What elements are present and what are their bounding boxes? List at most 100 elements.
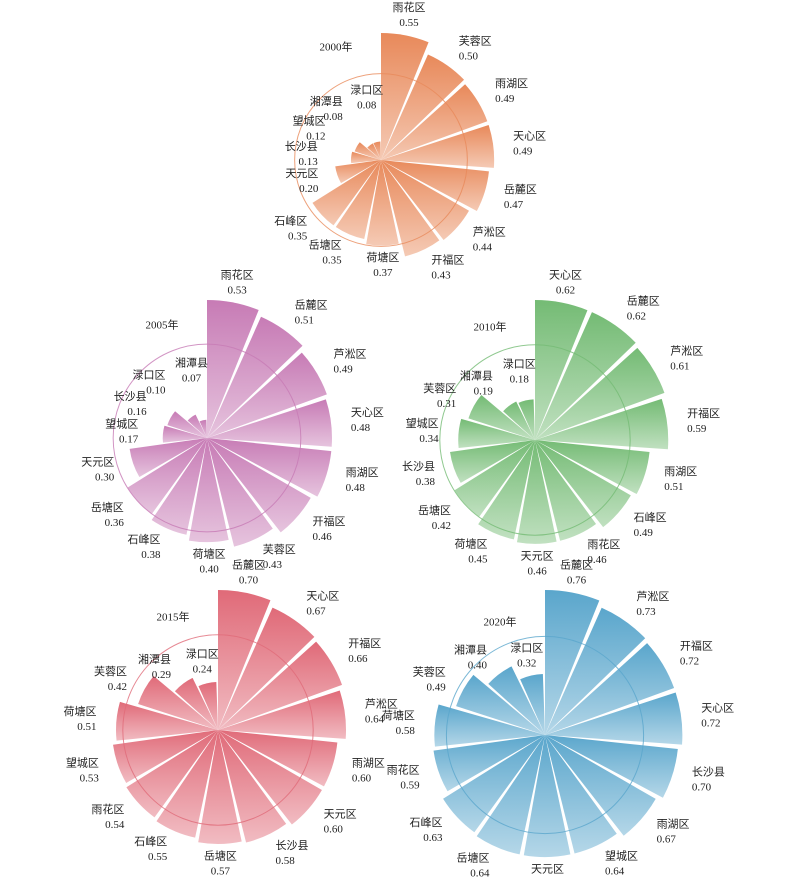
rose-bar — [199, 419, 207, 438]
value-label: 0.08 — [324, 111, 344, 123]
category-label: 长沙县 — [114, 390, 147, 403]
category-label: 天元区 — [81, 456, 114, 468]
value-label: 0.59 — [400, 780, 420, 792]
rose-bar — [174, 677, 218, 730]
category-label: 开福区 — [687, 406, 720, 420]
category-label: 石峰区 — [128, 533, 161, 546]
value-label: 0.44 — [473, 241, 493, 253]
value-label: 0.55 — [148, 851, 168, 863]
value-label: 0.47 — [504, 199, 524, 211]
rose-bar — [218, 590, 271, 730]
value-label: 0.64 — [605, 865, 625, 877]
category-label: 石峰区 — [134, 835, 167, 848]
rose-bar — [207, 438, 273, 547]
rose-bar — [218, 730, 322, 825]
rose-bar — [488, 666, 545, 735]
category-label: 岳麓区 — [504, 183, 537, 196]
category-label: 石峰区 — [409, 816, 442, 829]
rose-bar — [151, 438, 207, 535]
category-label: 岳塘区 — [456, 850, 489, 864]
category-label: 湘潭县 — [460, 369, 493, 383]
rose-bar — [545, 735, 678, 798]
rose-bar — [207, 438, 332, 497]
chart-title: 2020年 — [484, 615, 517, 629]
category-label: 雨花区 — [91, 803, 124, 816]
category-label: 天心区 — [513, 129, 546, 142]
value-label: 0.38 — [141, 549, 161, 561]
rose-bar — [520, 673, 545, 735]
value-label: 0.55 — [399, 17, 419, 29]
category-label: 芦淞区 — [636, 590, 669, 603]
value-label: 0.54 — [105, 819, 125, 831]
chart-title: 2010年 — [474, 320, 507, 334]
rose-bar — [188, 438, 229, 543]
rose-bar — [366, 160, 399, 246]
category-label: 望城区 — [66, 757, 99, 770]
value-label: 0.64 — [470, 867, 490, 879]
rose-bar — [381, 84, 488, 160]
category-label: 雨湖区 — [664, 465, 697, 478]
rose-bar — [113, 730, 218, 783]
value-label: 0.49 — [426, 682, 446, 694]
value-label: 0.38 — [416, 476, 436, 488]
rose-bar — [373, 141, 381, 160]
category-label: 荷塘区 — [366, 250, 399, 264]
value-label: 0.72 — [680, 655, 699, 667]
category-label: 开福区 — [431, 253, 464, 267]
value-label: 0.49 — [513, 145, 533, 157]
value-label: 0.12 — [306, 131, 325, 143]
rose-bar — [468, 395, 535, 440]
value-label: 0.19 — [474, 386, 494, 398]
rose-bar — [335, 160, 381, 240]
rose-bar — [535, 398, 669, 450]
rose-bar — [545, 735, 617, 854]
rose-bar — [218, 730, 287, 843]
category-label: 望城区 — [406, 417, 439, 430]
value-label: 0.70 — [239, 574, 259, 586]
category-label: 芙蓉区 — [94, 664, 127, 678]
value-label: 0.32 — [517, 658, 536, 670]
category-label: 天心区 — [549, 268, 582, 281]
category-label: 湘潭县 — [138, 652, 171, 666]
value-label: 0.29 — [152, 669, 172, 681]
value-label: 0.51 — [77, 721, 96, 733]
rose-bar — [433, 735, 545, 792]
rose-bar — [535, 440, 631, 528]
category-label: 芦淞区 — [473, 225, 506, 238]
category-label: 岳塘区 — [204, 849, 237, 863]
rose-bar — [535, 440, 650, 495]
category-label: 岳麓区 — [295, 298, 328, 311]
value-label: 0.61 — [670, 360, 689, 372]
category-label: 芦淞区 — [365, 697, 398, 710]
category-label: 雨花区 — [221, 268, 254, 281]
rose-bar — [535, 347, 665, 440]
category-label: 湘潭县 — [310, 94, 343, 108]
rose-bar — [116, 701, 218, 741]
rose-bar — [218, 607, 315, 730]
rose-bar — [127, 438, 207, 514]
value-label: 0.67 — [306, 605, 326, 617]
rose-bar — [354, 142, 381, 160]
category-label: 荷塘区 — [454, 536, 487, 550]
category-label: 芦淞区 — [670, 344, 703, 357]
category-label: 雨花区 — [587, 538, 620, 551]
category-label: 望城区 — [292, 115, 325, 128]
rose-bar — [218, 641, 343, 730]
value-label: 0.13 — [298, 156, 318, 168]
rose-bar — [381, 160, 469, 241]
rose-bar — [381, 125, 495, 168]
category-label: 岳塘区 — [91, 500, 124, 514]
category-label: 开福区 — [680, 638, 713, 652]
rose-bar — [187, 414, 207, 438]
category-label: 雨花区 — [393, 1, 426, 14]
value-label: 0.58 — [396, 725, 416, 737]
value-label: 0.24 — [193, 663, 213, 675]
rose-bar — [207, 316, 303, 438]
value-label: 0.53 — [228, 284, 248, 296]
value-label: 0.51 — [295, 314, 314, 326]
category-label: 芙蓉区 — [423, 381, 456, 395]
category-label: 岳塘区 — [418, 503, 451, 517]
value-label: 0.17 — [119, 434, 139, 446]
category-label: 天心区 — [306, 589, 339, 602]
